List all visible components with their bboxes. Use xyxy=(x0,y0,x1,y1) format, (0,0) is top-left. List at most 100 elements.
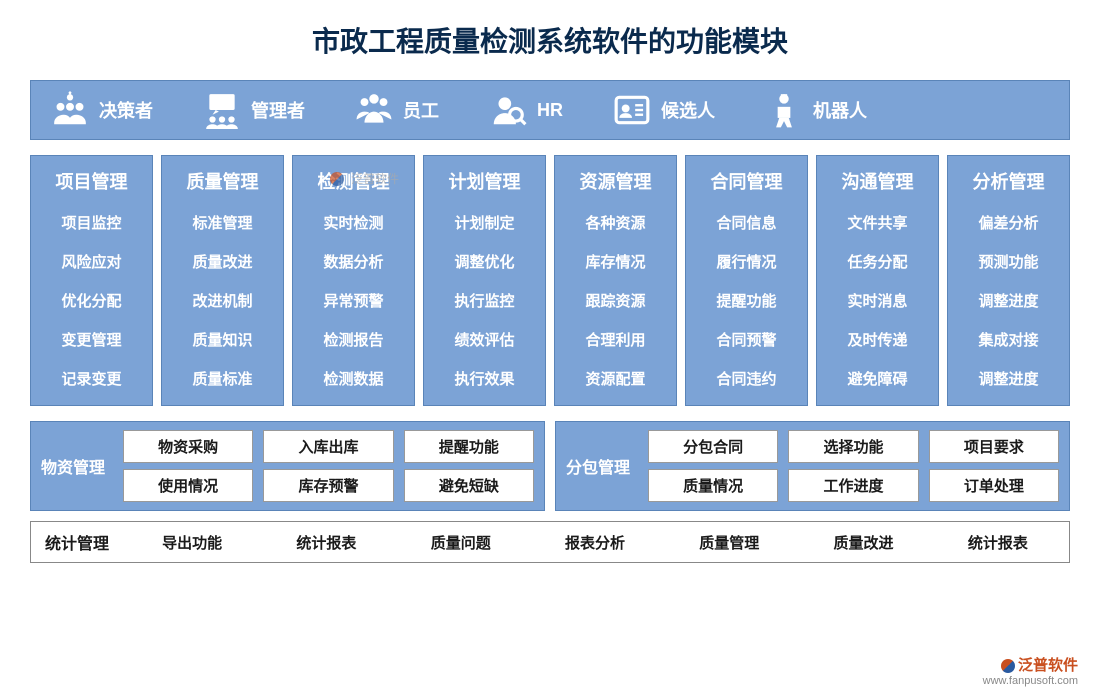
mgmt-item: 质量情况 xyxy=(648,469,778,502)
module-item: 执行监控 xyxy=(430,290,539,311)
module-item: 标准管理 xyxy=(168,212,277,233)
module-item: 资源配置 xyxy=(561,368,670,389)
mgmt-item: 订单处理 xyxy=(929,469,1059,502)
module-column: 合同管理合同信息履行情况提醒功能合同预警合同违约 xyxy=(685,155,808,406)
module-title: 分析管理 xyxy=(954,168,1063,194)
mgmt-item: 入库出库 xyxy=(263,430,393,463)
stats-mgmt: 统计管理 导出功能 统计报表 质量问题 报表分析 质量管理 质量改进 统计报表 xyxy=(30,521,1070,563)
role-decision: 决策者 xyxy=(51,91,153,129)
mgmt-group: 物资管理 物资采购入库出库提醒功能使用情况库存预警避免短缺 分包管理 分包合同选… xyxy=(30,421,1070,511)
role-label: HR xyxy=(537,100,563,121)
module-title: 计划管理 xyxy=(430,168,539,194)
module-item: 变更管理 xyxy=(37,329,146,350)
module-item: 改进机制 xyxy=(168,290,277,311)
module-item: 检测报告 xyxy=(299,329,408,350)
modules-row: 项目管理项目监控风险应对优化分配变更管理记录变更质量管理标准管理质量改进改进机制… xyxy=(30,155,1070,406)
brand-footer: 泛普软件 www.fanpusoft.com xyxy=(983,657,1078,688)
manager-icon xyxy=(203,91,241,129)
module-column: 沟通管理文件共享任务分配实时消息及时传递避免障碍 xyxy=(816,155,939,406)
module-item: 库存情况 xyxy=(561,251,670,272)
module-item: 记录变更 xyxy=(37,368,146,389)
module-item: 质量改进 xyxy=(168,251,277,272)
module-column: 计划管理计划制定调整优化执行监控绩效评估执行效果 xyxy=(423,155,546,406)
role-label: 候选人 xyxy=(661,97,715,123)
mgmt-item: 物资采购 xyxy=(123,430,253,463)
stats-item: 统计报表 xyxy=(968,532,1028,553)
material-label: 物资管理 xyxy=(41,454,111,478)
module-item: 跟踪资源 xyxy=(561,290,670,311)
module-item: 合同预警 xyxy=(692,329,801,350)
module-item: 避免障碍 xyxy=(823,368,932,389)
role-staff: 员工 xyxy=(355,91,439,129)
role-hr: HR xyxy=(489,91,563,129)
mgmt-item: 避免短缺 xyxy=(404,469,534,502)
role-label: 员工 xyxy=(403,97,439,123)
module-item: 风险应对 xyxy=(37,251,146,272)
module-item: 合同违约 xyxy=(692,368,801,389)
module-title: 合同管理 xyxy=(692,168,801,194)
module-title: 质量管理 xyxy=(168,168,277,194)
stats-item: 质量管理 xyxy=(699,532,759,553)
mgmt-item: 提醒功能 xyxy=(404,430,534,463)
stats-item: 导出功能 xyxy=(162,532,222,553)
stats-item: 质量问题 xyxy=(431,532,491,553)
role-candidate: 候选人 xyxy=(613,91,715,129)
module-item: 实时消息 xyxy=(823,290,932,311)
module-title: 沟通管理 xyxy=(823,168,932,194)
subcontract-mgmt: 分包管理 分包合同选择功能项目要求质量情况工作进度订单处理 xyxy=(555,421,1070,511)
module-item: 优化分配 xyxy=(37,290,146,311)
module-item: 检测数据 xyxy=(299,368,408,389)
module-column: 项目管理项目监控风险应对优化分配变更管理记录变更 xyxy=(30,155,153,406)
mgmt-item: 库存预警 xyxy=(263,469,393,502)
role-label: 机器人 xyxy=(813,97,867,123)
module-item: 偏差分析 xyxy=(954,212,1063,233)
mgmt-item: 使用情况 xyxy=(123,469,253,502)
stats-item: 质量改进 xyxy=(834,532,894,553)
page-title: 市政工程质量检测系统软件的功能模块 xyxy=(30,20,1070,60)
watermark: 泛普软件 xyxy=(330,170,399,187)
role-robot: 机器人 xyxy=(765,91,867,129)
mgmt-item: 分包合同 xyxy=(648,430,778,463)
module-item: 调整进度 xyxy=(954,368,1063,389)
module-item: 项目监控 xyxy=(37,212,146,233)
module-item: 质量知识 xyxy=(168,329,277,350)
robot-icon xyxy=(765,91,803,129)
module-item: 各种资源 xyxy=(561,212,670,233)
staff-icon xyxy=(355,91,393,129)
module-item: 任务分配 xyxy=(823,251,932,272)
decision-icon xyxy=(51,91,89,129)
module-item: 提醒功能 xyxy=(692,290,801,311)
module-item: 质量标准 xyxy=(168,368,277,389)
subcontract-label: 分包管理 xyxy=(566,454,636,478)
module-column: 分析管理偏差分析预测功能调整进度集成对接调整进度 xyxy=(947,155,1070,406)
stats-label: 统计管理 xyxy=(45,530,115,554)
stats-item: 统计报表 xyxy=(296,532,356,553)
candidate-icon xyxy=(613,91,651,129)
module-item: 文件共享 xyxy=(823,212,932,233)
module-item: 实时检测 xyxy=(299,212,408,233)
module-item: 集成对接 xyxy=(954,329,1063,350)
mgmt-item: 项目要求 xyxy=(929,430,1059,463)
role-label: 决策者 xyxy=(99,97,153,123)
hr-icon xyxy=(489,91,527,129)
module-title: 资源管理 xyxy=(561,168,670,194)
material-mgmt: 物资管理 物资采购入库出库提醒功能使用情况库存预警避免短缺 xyxy=(30,421,545,511)
module-column: 质量管理标准管理质量改进改进机制质量知识质量标准 xyxy=(161,155,284,406)
module-item: 调整优化 xyxy=(430,251,539,272)
module-item: 调整进度 xyxy=(954,290,1063,311)
module-item: 合理利用 xyxy=(561,329,670,350)
role-label: 管理者 xyxy=(251,97,305,123)
role-manager: 管理者 xyxy=(203,91,305,129)
module-column: 检测管理实时检测数据分析异常预警检测报告检测数据 xyxy=(292,155,415,406)
module-item: 数据分析 xyxy=(299,251,408,272)
mgmt-item: 工作进度 xyxy=(788,469,918,502)
module-item: 预测功能 xyxy=(954,251,1063,272)
mgmt-item: 选择功能 xyxy=(788,430,918,463)
module-item: 计划制定 xyxy=(430,212,539,233)
stats-item: 报表分析 xyxy=(565,532,625,553)
module-item: 履行情况 xyxy=(692,251,801,272)
module-item: 绩效评估 xyxy=(430,329,539,350)
module-item: 执行效果 xyxy=(430,368,539,389)
module-title: 项目管理 xyxy=(37,168,146,194)
module-item: 合同信息 xyxy=(692,212,801,233)
